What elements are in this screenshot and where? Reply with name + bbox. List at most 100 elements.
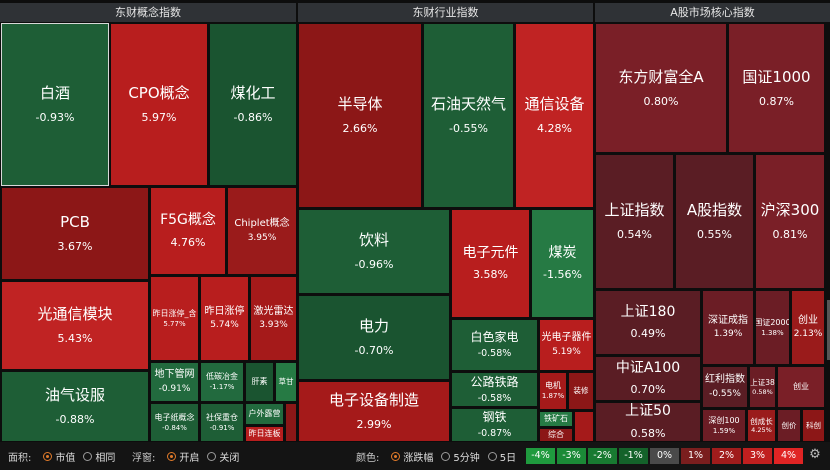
tile-eastmoney-all-a[interactable]: 东方财富全A 0.80% <box>595 23 727 153</box>
radio-5day[interactable] <box>487 451 497 461</box>
tile-decoration[interactable]: 装修 <box>568 372 594 410</box>
radio-5min-label[interactable]: 5分钟 <box>453 452 480 464</box>
tile-chinext[interactable]: 创业 2.13% <box>791 290 825 365</box>
tile-consecutive-limit-up[interactable]: 昨日连板 <box>245 426 284 442</box>
radio-change-pct-label[interactable]: 涨跌幅 <box>403 452 434 464</box>
tile-cpo[interactable]: CPO概念 5.97% <box>110 23 208 186</box>
tile-name: 户外露营 <box>248 409 281 418</box>
radio-float-off-label[interactable]: 关闭 <box>219 452 240 464</box>
tile-szse-component[interactable]: 深证成指 1.39% <box>702 290 754 365</box>
tile-chinext-value[interactable]: 创价 <box>777 409 801 442</box>
tile-beverage[interactable]: 饮料 -0.96% <box>298 209 450 294</box>
scrollbar[interactable] <box>827 300 830 360</box>
tile-social-security[interactable]: 社保重仓 -0.91% <box>200 403 244 442</box>
tile-name: 钢铁 <box>482 410 507 425</box>
tile-limit-up[interactable]: 昨日涨停 5.74% <box>200 276 249 361</box>
tile-steel[interactable]: 钢铁 -0.87% <box>451 408 538 442</box>
tile-change: 4.76% <box>170 235 206 249</box>
tile-csi-300[interactable]: 沪深300 0.81% <box>755 154 825 289</box>
tile-electronic-component[interactable]: 电子元件 3.58% <box>451 209 530 318</box>
tile-name: 半导体 <box>337 95 383 114</box>
radio-market-cap-label[interactable]: 市值 <box>55 452 76 464</box>
tile-sse-180[interactable]: 上证180 0.49% <box>595 290 701 355</box>
radio-float-on-label[interactable]: 开启 <box>179 452 200 464</box>
tile-highway-railway[interactable]: 公路铁路 -0.58% <box>451 372 538 407</box>
tile-comprehensive[interactable]: 综合 <box>539 428 573 442</box>
tile-cni-1000[interactable]: 国证1000 0.87% <box>728 23 825 153</box>
tile-telecom-equipment[interactable]: 通信设备 4.28% <box>515 23 594 208</box>
float-option-group: 浮窗: 开启 关闭 <box>132 442 239 470</box>
tile-name: 社保重仓 <box>206 412 238 422</box>
tile-optoelectronic[interactable]: 光电子器件 5.19% <box>539 319 594 371</box>
tile-name: 上证指数 <box>604 201 665 220</box>
tile-change: -1.17% <box>209 383 235 392</box>
legend-swatch: 1% <box>681 448 710 464</box>
tile-white-appliance[interactable]: 白色家电 -0.58% <box>451 319 538 371</box>
gear-icon[interactable]: ⚙ <box>809 447 821 462</box>
tile-sse-50[interactable]: 上证50 0.58% <box>595 402 701 442</box>
radio-5min[interactable] <box>441 451 451 461</box>
tile-e-paper[interactable]: 电子纸概念 -0.84% <box>150 403 199 442</box>
legend-swatch: -1% <box>619 448 648 464</box>
tile-semiconductor[interactable]: 半导体 2.66% <box>298 23 422 208</box>
tile-name: 国证1000 <box>742 67 811 86</box>
tile-motor[interactable]: 电机 1.87% <box>539 372 567 410</box>
tile-iron-ore[interactable]: 铁矿石 <box>539 411 573 427</box>
radio-float-off[interactable] <box>207 451 217 461</box>
tile-optical-module[interactable]: 光通信模块 5.43% <box>1 281 149 370</box>
tile-chinext-2[interactable]: 创业 <box>777 366 825 408</box>
tile-change: 5.74% <box>210 320 239 331</box>
tile-limit-up-incl[interactable]: 昨日涨停_含 5.77% <box>150 276 199 361</box>
tile-small[interactable] <box>285 403 297 442</box>
radio-market-cap[interactable] <box>43 451 53 461</box>
tile-glyphosate[interactable]: 草甘 <box>275 362 297 402</box>
float-label: 浮窗: <box>132 452 156 464</box>
tile-sse-38[interactable]: 上证38 0.58% <box>749 366 776 408</box>
tile-change: -0.91% <box>158 383 191 394</box>
tile-change: 3.93% <box>259 320 288 331</box>
radio-change-pct[interactable] <box>391 451 401 461</box>
tile-coal[interactable]: 煤炭 -1.56% <box>531 209 594 318</box>
tile-cni-2000[interactable]: 国证2000 1.38% <box>755 290 790 365</box>
tile-szse-innovation-100[interactable]: 深创100 1.59% <box>702 409 746 442</box>
tile-name: 公路铁路 <box>470 374 519 389</box>
radio-5day-label[interactable]: 5日 <box>499 452 517 464</box>
tile-name: 电子设备制造 <box>328 391 419 410</box>
tile-name: 创成长 <box>750 416 773 426</box>
tile-small[interactable] <box>574 411 594 442</box>
tile-name: 沪深300 <box>760 201 820 220</box>
radio-float-on[interactable] <box>167 451 177 461</box>
area-option-group: 面积: 市值 相同 <box>8 442 115 470</box>
tile-camping[interactable]: 户外露营 <box>245 403 284 425</box>
tile-star-market[interactable]: 科创 <box>802 409 825 442</box>
tile-electric-power[interactable]: 电力 -0.70% <box>298 295 450 380</box>
tile-a-share-index[interactable]: A股指数 0.55% <box>675 154 754 289</box>
tile-heparin[interactable]: 肝素 <box>245 362 274 402</box>
tile-name: 上证180 <box>620 303 676 320</box>
tile-baijiu[interactable]: 白酒 -0.93% <box>1 23 109 186</box>
tile-chinext-growth[interactable]: 创成长 4.25% <box>747 409 776 442</box>
tile-chiplet[interactable]: Chiplet概念 3.95% <box>227 187 297 275</box>
radio-equal-label[interactable]: 相同 <box>95 452 116 464</box>
tile-sse-composite[interactable]: 上证指数 0.54% <box>595 154 674 289</box>
tile-dividend-index[interactable]: 红利指数 -0.55% <box>702 366 748 408</box>
tile-name: 电机 <box>545 381 561 391</box>
tile-change: 0.49% <box>630 327 666 341</box>
tile-change: 3.58% <box>473 268 508 282</box>
tile-petroleum-gas[interactable]: 石油天然气 -0.55% <box>423 23 514 208</box>
tile-underground-pipe[interactable]: 地下管网 -0.91% <box>150 362 199 402</box>
tile-change: 0.54% <box>617 228 652 241</box>
tile-change: -0.58% <box>477 348 512 360</box>
radio-equal[interactable] <box>83 451 93 461</box>
tile-csi-a100[interactable]: 中证A100 0.70% <box>595 356 701 401</box>
tile-pcb[interactable]: PCB 3.67% <box>1 187 149 280</box>
tile-electronic-equipment[interactable]: 电子设备制造 2.99% <box>298 381 450 442</box>
legend-swatch: -2% <box>588 448 617 464</box>
tile-name: 肝素 <box>251 377 268 386</box>
tile-lidar[interactable]: 激光雷达 3.93% <box>250 276 297 361</box>
tile-oil-gas-service[interactable]: 油气设服 -0.88% <box>1 371 149 442</box>
tile-f5g[interactable]: F5G概念 4.76% <box>150 187 226 275</box>
tile-low-carbon-metallurgy[interactable]: 低碳冶金 -1.17% <box>200 362 244 402</box>
tile-change: 2.66% <box>342 122 378 135</box>
tile-coal-chemical[interactable]: 煤化工 -0.86% <box>209 23 297 186</box>
